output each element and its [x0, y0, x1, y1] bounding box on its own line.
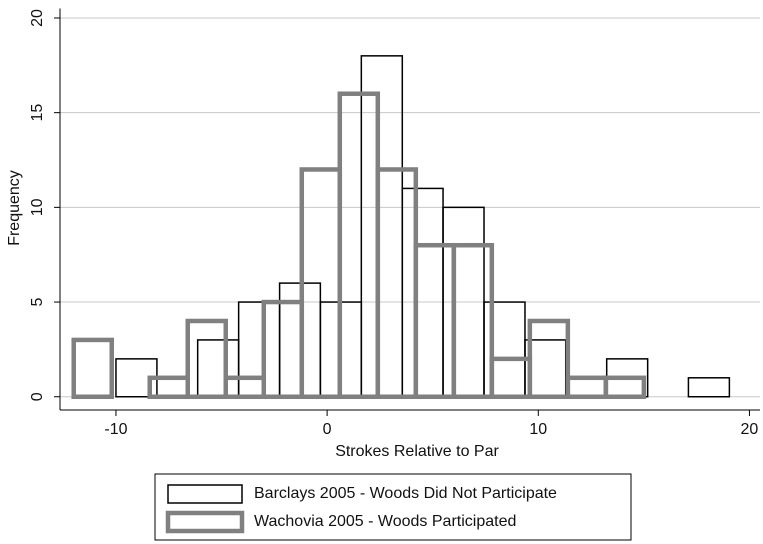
x-tick-label: -10: [104, 421, 127, 438]
y-tick-label: 15: [29, 104, 46, 122]
histogram-bar: [489, 356, 533, 399]
legend-swatch: [165, 510, 245, 534]
histogram-bar: [565, 375, 609, 399]
histogram-bar: [413, 242, 457, 399]
histogram-bar: [527, 318, 571, 399]
histogram-bar: [360, 55, 404, 398]
histogram-bar: [147, 375, 191, 399]
y-tick-label: 0: [29, 392, 46, 401]
x-tick-label: 20: [741, 421, 759, 438]
legend-label: Barclays 2005 - Woods Did Not Participat…: [254, 485, 557, 502]
legend-box: [154, 473, 632, 541]
histogram-bar: [375, 167, 419, 399]
histogram-bar: [185, 318, 229, 399]
y-axis-label: Frequency: [6, 170, 23, 246]
x-tick-label: 0: [323, 421, 332, 438]
histogram-bar: [687, 377, 731, 398]
y-tick-label: 5: [29, 298, 46, 307]
histogram-bar: [223, 375, 267, 399]
legend-swatch: [167, 484, 243, 504]
histogram-bar: [337, 91, 381, 399]
histogram-bar: [564, 377, 608, 398]
histogram-bar: [196, 339, 240, 398]
histogram-bar: [71, 337, 114, 399]
histogram-bar: [451, 242, 495, 399]
y-tick-label: 10: [29, 198, 46, 216]
legend-label: Wachovia 2005 - Woods Participated: [254, 513, 516, 530]
x-tick-label: 10: [529, 421, 547, 438]
histogram-bar: [603, 375, 647, 399]
x-axis-label: Strokes Relative to Par: [335, 443, 499, 460]
histogram-bar: [237, 301, 281, 398]
histogram-bar: [401, 187, 444, 398]
histogram-bar: [261, 299, 305, 399]
y-tick-label: 20: [29, 9, 46, 27]
